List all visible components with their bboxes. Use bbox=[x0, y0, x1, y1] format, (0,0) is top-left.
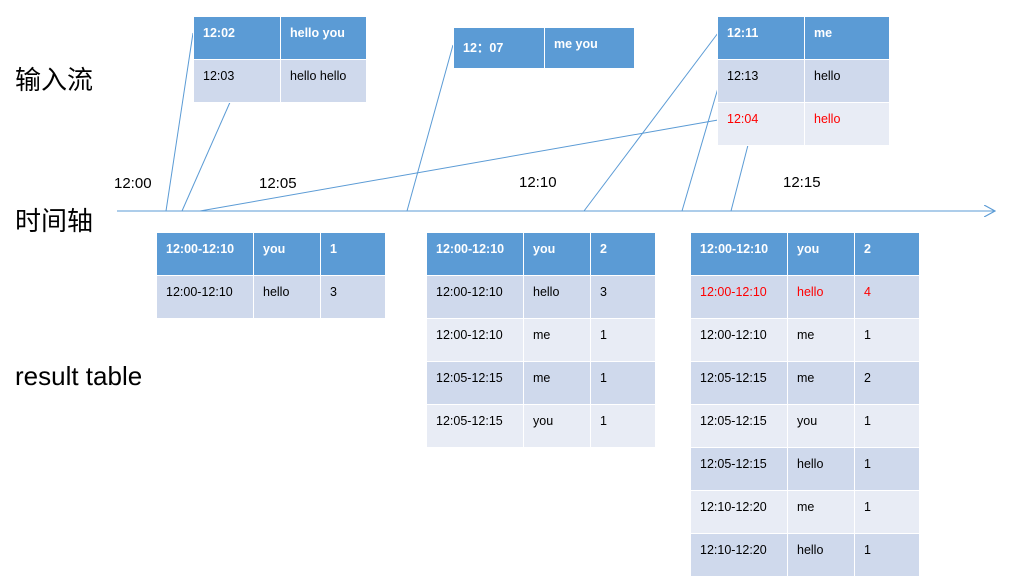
count-cell: 1 bbox=[320, 232, 386, 276]
word-cell: hello bbox=[787, 533, 855, 577]
word-cell: me you bbox=[544, 27, 635, 69]
word-cell: you bbox=[523, 404, 591, 448]
time-cell: 12:13 bbox=[717, 59, 805, 103]
table-row: 12:10-12:20 hello 1 bbox=[690, 533, 920, 577]
time-cell: 12:11 bbox=[717, 16, 805, 60]
word-cell: hello bbox=[804, 59, 890, 103]
tick-label: 12:15 bbox=[783, 174, 821, 191]
table-row: 12:10-12:20 me 1 bbox=[690, 490, 920, 534]
input-stream-label: 输入流 bbox=[15, 65, 94, 95]
table-row: 12:00-12:10 me 1 bbox=[426, 318, 656, 362]
table-row: 12:02 hello you bbox=[193, 16, 367, 60]
word-cell: you bbox=[253, 232, 321, 276]
input-batch-2: 12：07 me you bbox=[453, 27, 635, 69]
connector-1215 bbox=[730, 144, 749, 212]
updated-row: 12:00-12:10 hello 4 bbox=[690, 275, 920, 319]
table-row: 12:00-12:10 me 1 bbox=[690, 318, 920, 362]
result-table-3: 12:00-12:10 you 2 12:00-12:10 hello 4 12… bbox=[690, 232, 920, 577]
time-cell: 12:02 bbox=[193, 16, 281, 60]
word-cell: me bbox=[804, 16, 890, 60]
word-cell: me bbox=[523, 361, 591, 405]
window-cell: 12:00-12:10 bbox=[156, 275, 254, 319]
table-row: 12:00-12:10 hello 3 bbox=[426, 275, 656, 319]
word-cell: you bbox=[787, 404, 855, 448]
table-row: 12:00-12:10 hello 3 bbox=[156, 275, 386, 319]
count-cell: 2 bbox=[590, 232, 656, 276]
table-row: 12:00-12:10 you 2 bbox=[690, 232, 920, 276]
input-batch-3: 12:11 me 12:13 hello 12:04 hello bbox=[717, 16, 890, 146]
connector-1211 bbox=[583, 32, 719, 212]
count-cell: 1 bbox=[854, 533, 920, 577]
word-cell: me bbox=[787, 361, 855, 405]
count-cell: 3 bbox=[320, 275, 386, 319]
late-data-row: 12:04 hello bbox=[717, 102, 890, 146]
word-cell: hello bbox=[787, 275, 855, 319]
count-cell: 2 bbox=[854, 361, 920, 405]
window-cell: 12:05-12:15 bbox=[690, 447, 788, 491]
word-cell: hello bbox=[253, 275, 321, 319]
count-cell: 4 bbox=[854, 275, 920, 319]
tick-label: 12:05 bbox=[259, 175, 297, 192]
result-table-2: 12:00-12:10 you 2 12:00-12:10 hello 3 12… bbox=[426, 232, 656, 448]
window-cell: 12:00-12:10 bbox=[690, 275, 788, 319]
window-cell: 12:05-12:15 bbox=[690, 404, 788, 448]
count-cell: 1 bbox=[854, 490, 920, 534]
tick-label: 12:10 bbox=[519, 174, 557, 191]
table-row: 12：07 me you bbox=[453, 27, 635, 69]
table-row: 12:00-12:10 you 2 bbox=[426, 232, 656, 276]
input-batch-1: 12:02 hello you 12:03 hello hello bbox=[193, 16, 367, 103]
window-cell: 12:10-12:20 bbox=[690, 490, 788, 534]
word-cell: me bbox=[523, 318, 591, 362]
window-cell: 12:00-12:10 bbox=[156, 232, 254, 276]
table-row: 12:05-12:15 me 1 bbox=[426, 361, 656, 405]
count-cell: 1 bbox=[854, 447, 920, 491]
word-cell: hello hello bbox=[280, 59, 367, 103]
word-cell: hello bbox=[804, 102, 890, 146]
word-cell: hello you bbox=[280, 16, 367, 60]
window-cell: 12:00-12:10 bbox=[426, 232, 524, 276]
window-cell: 12:05-12:15 bbox=[426, 404, 524, 448]
result-table-1: 12:00-12:10 you 1 12:00-12:10 hello 3 bbox=[156, 232, 386, 319]
connector-1207 bbox=[406, 44, 454, 212]
connector-1213 bbox=[681, 87, 719, 212]
time-cell: 12:03 bbox=[193, 59, 281, 103]
table-row: 12:05-12:15 me 2 bbox=[690, 361, 920, 405]
time-cell: 12：07 bbox=[453, 27, 545, 69]
table-row: 12:03 hello hello bbox=[193, 59, 367, 103]
table-row: 12:11 me bbox=[717, 16, 890, 60]
word-cell: hello bbox=[523, 275, 591, 319]
word-cell: me bbox=[787, 490, 855, 534]
word-cell: me bbox=[787, 318, 855, 362]
window-cell: 12:05-12:15 bbox=[690, 361, 788, 405]
count-cell: 2 bbox=[854, 232, 920, 276]
table-row: 12:00-12:10 you 1 bbox=[156, 232, 386, 276]
count-cell: 1 bbox=[854, 318, 920, 362]
table-row: 12:05-12:15 you 1 bbox=[690, 404, 920, 448]
window-cell: 12:00-12:10 bbox=[426, 318, 524, 362]
window-cell: 12:00-12:10 bbox=[426, 275, 524, 319]
tick-label: 12:00 bbox=[114, 175, 152, 192]
count-cell: 1 bbox=[590, 318, 656, 362]
word-cell: hello bbox=[787, 447, 855, 491]
connector-1203 bbox=[181, 99, 232, 212]
window-cell: 12:00-12:10 bbox=[690, 232, 788, 276]
connector-1202 bbox=[165, 32, 194, 212]
word-cell: you bbox=[523, 232, 591, 276]
window-cell: 12:00-12:10 bbox=[690, 318, 788, 362]
word-cell: you bbox=[787, 232, 855, 276]
result-table-label: result table bbox=[15, 361, 143, 391]
table-row: 12:13 hello bbox=[717, 59, 890, 103]
connector-1204-late bbox=[199, 119, 719, 212]
table-row: 12:05-12:15 hello 1 bbox=[690, 447, 920, 491]
window-cell: 12:05-12:15 bbox=[426, 361, 524, 405]
time-cell: 12:04 bbox=[717, 102, 805, 146]
count-cell: 1 bbox=[854, 404, 920, 448]
window-cell: 12:10-12:20 bbox=[690, 533, 788, 577]
count-cell: 1 bbox=[590, 361, 656, 405]
timeline-label: 时间轴 bbox=[15, 206, 94, 236]
count-cell: 1 bbox=[590, 404, 656, 448]
count-cell: 3 bbox=[590, 275, 656, 319]
table-row: 12:05-12:15 you 1 bbox=[426, 404, 656, 448]
